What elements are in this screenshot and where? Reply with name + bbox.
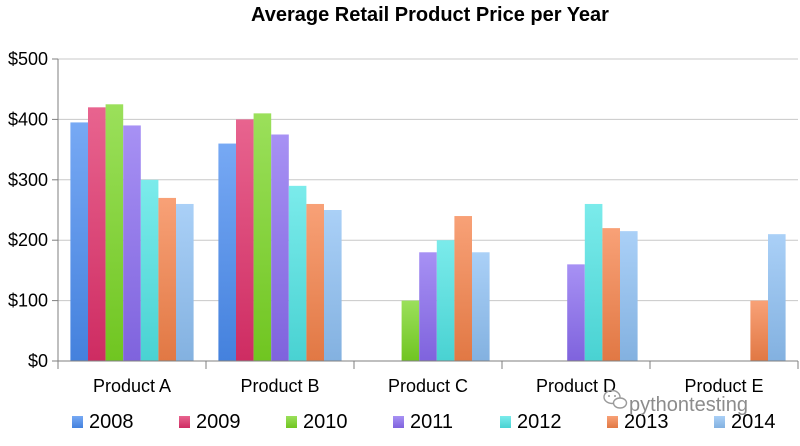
x-tick-label: Product C	[388, 376, 468, 396]
y-tick-label: $100	[8, 291, 48, 311]
legend-swatch	[286, 416, 297, 428]
legend-label: 2009	[196, 411, 241, 433]
bar-2008-product-a	[70, 122, 88, 361]
bar-2013-product-e	[750, 300, 768, 361]
axes	[52, 58, 799, 369]
bar-2013-product-b	[306, 203, 324, 361]
wechat-icon	[603, 389, 628, 409]
bar-2010-product-c	[401, 300, 420, 361]
watermark: pythontesting	[603, 389, 748, 416]
legend-swatch	[607, 416, 618, 428]
legend-label: 2010	[303, 411, 348, 433]
chart-title: Average Retail Product Price per Year	[251, 4, 609, 26]
x-axis-ticks: Product A Product B Product C Product D Prod…	[93, 376, 764, 396]
legend-label: 2013	[624, 411, 669, 433]
legend-label: 2008	[89, 411, 134, 433]
bar-2012-product-d	[584, 203, 603, 361]
legend-swatch	[500, 416, 511, 428]
bar-2011-product-d	[567, 264, 585, 361]
legend-swatch	[179, 416, 190, 428]
bar-2012-product-b	[288, 185, 307, 361]
bar-2011-product-b	[271, 134, 289, 361]
y-axis-ticks: $0 $100 $200 $300 $400 $500	[8, 49, 48, 371]
bar-2013-product-d	[602, 228, 620, 361]
bar-2013-product-a	[158, 197, 176, 361]
legend-swatch	[72, 416, 83, 428]
bar-2008-product-b	[218, 143, 236, 361]
legend-label: 2014	[731, 411, 776, 433]
x-tick-label: Product A	[93, 376, 171, 396]
bars	[70, 104, 786, 362]
legend-swatch	[393, 416, 404, 428]
bar-2014-product-a	[176, 203, 194, 361]
x-tick-label: Product E	[684, 376, 763, 396]
y-tick-label: $400	[8, 109, 48, 129]
bar-2014-product-c	[472, 252, 490, 361]
legend-label: 2011	[410, 411, 453, 433]
y-tick-label: $500	[8, 49, 48, 69]
bar-2010-product-a	[105, 104, 124, 362]
legend: 2008 2009 2010 2011 2012 2013 2014	[72, 411, 776, 433]
legend-label: 2012	[517, 411, 562, 433]
bar-2013-product-c	[454, 216, 472, 361]
watermark-text: pythontesting	[629, 394, 748, 416]
bar-2012-product-a	[140, 179, 159, 361]
x-tick-label: Product D	[536, 376, 616, 396]
bar-2014-product-b	[324, 210, 342, 361]
bar-2011-product-c	[419, 252, 437, 361]
bar-2010-product-b	[253, 113, 272, 361]
bar-2014-product-e	[768, 234, 786, 361]
y-tick-label: $0	[28, 351, 48, 371]
bar-2012-product-c	[436, 240, 455, 361]
bar-2009-product-a	[88, 107, 106, 361]
bar-2011-product-a	[123, 125, 141, 361]
y-tick-label: $300	[8, 170, 48, 190]
bar-2009-product-b	[236, 119, 254, 362]
x-tick-label: Product B	[240, 376, 319, 396]
legend-swatch	[714, 416, 725, 428]
bar-2014-product-d	[620, 231, 638, 361]
y-tick-label: $200	[8, 230, 48, 250]
